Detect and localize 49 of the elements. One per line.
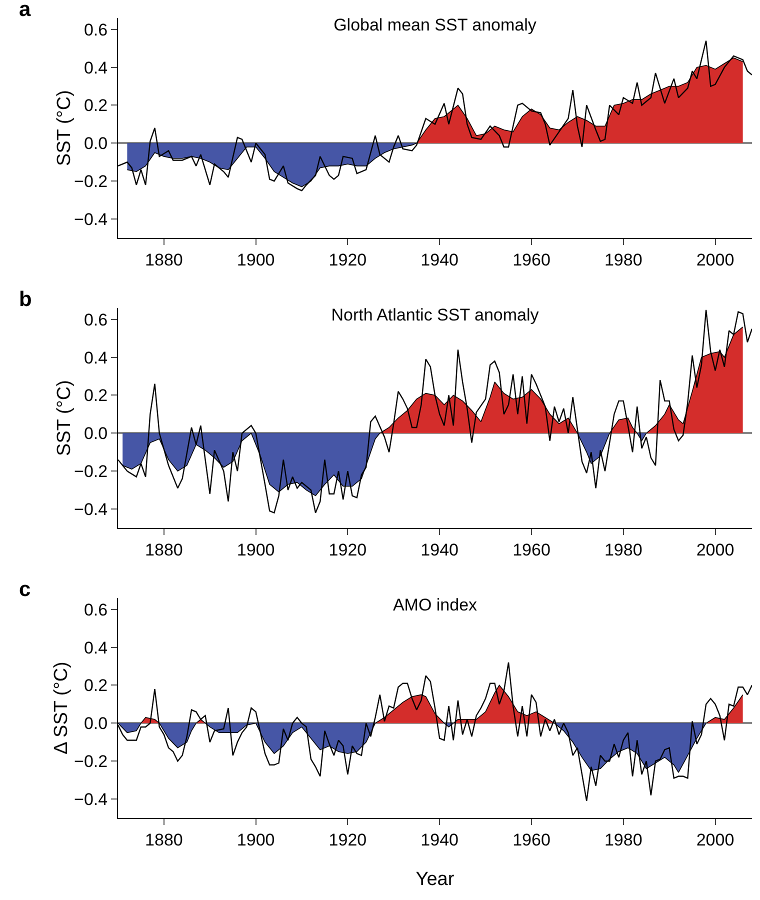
text: a	[19, 0, 31, 21]
x-tick-label: 1900	[236, 540, 275, 560]
x-axis-title: Year	[416, 869, 455, 890]
x-tick-label: 1940	[420, 830, 459, 850]
x-tick-label: 1920	[328, 250, 367, 270]
y-tick-label: −0.2	[74, 172, 108, 192]
y-axis-title: SST (°C)	[54, 90, 75, 166]
x-tick-label: 1960	[512, 830, 550, 850]
y-tick-label: 0.6	[84, 310, 108, 330]
x-tick-label: 1960	[512, 540, 550, 560]
x-tick-label: 1940	[420, 540, 459, 560]
y-tick-label: 0.6	[84, 20, 108, 40]
y-tick-label: −0.4	[74, 210, 108, 229]
text: b	[19, 288, 32, 311]
chart-title: Global mean SST anomaly	[334, 16, 537, 35]
x-tick-label: 1900	[236, 830, 275, 850]
x-tick-label: 1960	[512, 250, 550, 270]
y-tick-label: −0.4	[74, 790, 108, 809]
y-tick-label: 0.2	[84, 96, 108, 116]
y-tick-label: 0.0	[84, 714, 108, 734]
y-tick-label: 0.4	[84, 348, 108, 368]
x-tick-label: 1940	[420, 250, 459, 270]
y-tick-label: 0.4	[84, 638, 108, 658]
x-tick-label: 1900	[236, 250, 275, 270]
y-axis-title: SST (°C)	[54, 380, 75, 456]
x-tick-label: 2000	[696, 830, 734, 850]
x-tick-label: 1980	[604, 250, 642, 270]
x-tick-label: 1880	[145, 830, 183, 850]
y-tick-label: −0.2	[74, 462, 108, 482]
text: c	[19, 578, 31, 601]
y-tick-label: 0.6	[84, 600, 108, 620]
x-tick-label: 2000	[696, 540, 734, 560]
chart-title: AMO index	[392, 596, 478, 615]
x-tick-label: 1880	[145, 540, 183, 560]
x-tick-label: 1920	[328, 830, 367, 850]
x-tick-label: 1980	[604, 830, 642, 850]
y-tick-label: −0.2	[74, 752, 108, 772]
x-tick-label: 2000	[696, 250, 734, 270]
y-tick-label: −0.4	[74, 500, 108, 519]
y-tick-label: 0.4	[84, 58, 108, 78]
chart-title: North Atlantic SST anomaly	[331, 306, 540, 325]
y-tick-label: 0.0	[84, 134, 108, 154]
y-tick-label: 0.2	[84, 386, 108, 406]
y-tick-label: 0.2	[84, 676, 108, 696]
x-tick-label: 1920	[328, 540, 367, 560]
y-axis-title: Δ SST (°C)	[51, 662, 72, 754]
x-tick-label: 1880	[145, 250, 183, 270]
y-tick-label: 0.0	[84, 424, 108, 444]
x-tick-label: 1980	[604, 540, 642, 560]
